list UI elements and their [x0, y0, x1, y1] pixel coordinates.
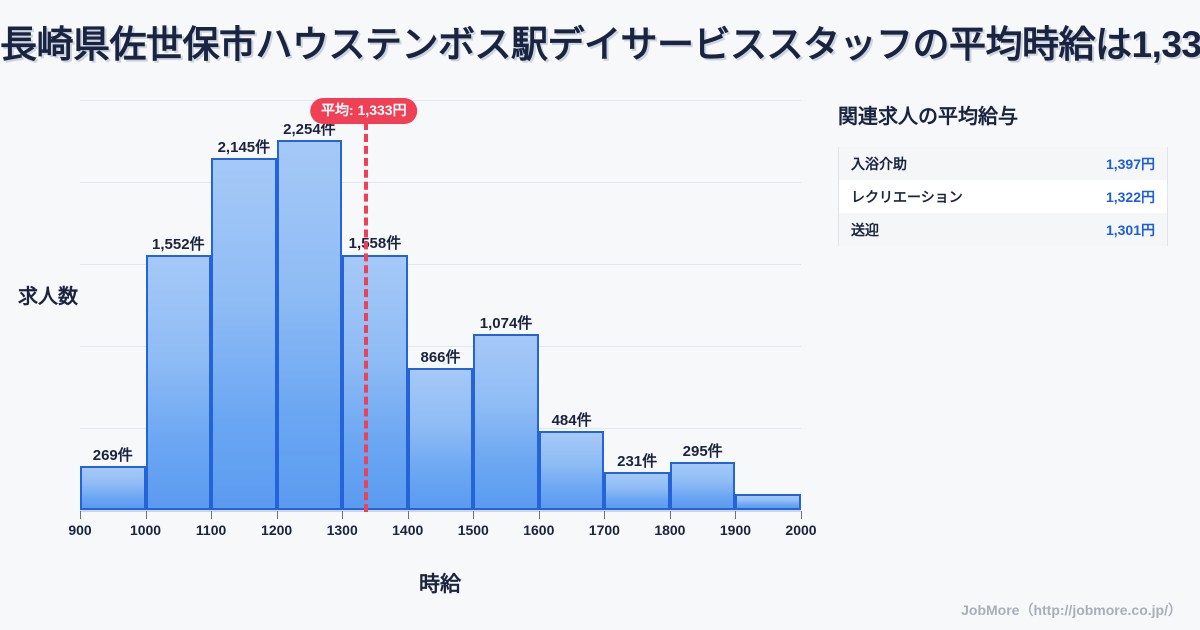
x-tick-mark — [342, 511, 344, 519]
x-tick-mark — [735, 511, 737, 519]
job-name-cell: レクリエーション — [838, 180, 1003, 213]
related-jobs-table: 入浴介助 1,397円 レクリエーション 1,322円 送迎 1,301円 — [838, 147, 1168, 246]
bar-value-label: 1,074件 — [479, 314, 533, 332]
x-tick-label: 2000 — [785, 522, 817, 538]
job-wage-cell: 1,301円 — [1003, 213, 1168, 246]
bar-value-label: 2,254件 — [283, 121, 336, 139]
x-tick-mark — [669, 511, 671, 519]
x-tick-label: 1900 — [719, 522, 752, 538]
x-tick-mark — [473, 511, 475, 519]
bar-value-label: 231件 — [617, 453, 658, 471]
job-wage-cell: 1,322円 — [1003, 180, 1168, 213]
job-name-cell: 入浴介助 — [838, 147, 1003, 180]
x-tick-label: 1600 — [523, 522, 555, 538]
x-tick-label: 900 — [68, 522, 92, 538]
x-tick-mark — [145, 511, 147, 519]
related-jobs-title: 関連求人の平均給与 — [838, 106, 1018, 128]
x-axis-line — [80, 510, 801, 512]
histogram-bar — [145, 255, 212, 510]
x-tick-label: 1200 — [261, 522, 293, 538]
bar-value-label: 866件 — [420, 348, 461, 366]
histogram-bar — [669, 461, 736, 510]
x-tick-mark — [604, 511, 606, 519]
histogram-bar — [80, 465, 146, 510]
x-tick-label: 1500 — [457, 522, 489, 538]
x-tick-mark — [407, 511, 409, 519]
histogram-chart: 269件 1,552件 2,145件 2,254件 1,558件 866件 1,074件 48… — [0, 90, 830, 610]
bar-value-label: 484件 — [551, 411, 592, 429]
x-tick-mark — [801, 511, 802, 519]
histogram-bar — [407, 367, 474, 510]
histogram-bar — [735, 494, 801, 510]
bar-value-label: 1,552件 — [152, 236, 205, 254]
histogram-bar — [276, 140, 343, 510]
x-tick-mark — [276, 511, 278, 519]
x-tick-label: 1400 — [392, 522, 424, 538]
page-title: 長崎県佐世保市ハウステンボス駅デイサービススタッフの平均時給は1,333円 — [0, 24, 1200, 65]
histogram-bar — [473, 333, 539, 510]
table-row: 送迎 1,301円 — [838, 213, 1168, 246]
average-badge: 平均: 1,333円 — [310, 98, 418, 124]
histogram-bar — [604, 472, 670, 510]
histogram-bar — [342, 254, 408, 510]
bar-value-label: 295件 — [682, 442, 723, 460]
histogram-bar — [538, 430, 605, 510]
x-axis-title: 時給 — [419, 573, 461, 596]
x-tick-label: 1800 — [654, 522, 686, 538]
x-tick-mark — [538, 511, 540, 519]
gridline — [80, 100, 801, 101]
table-row: レクリエーション 1,322円 — [838, 180, 1168, 213]
bar-value-label: 269件 — [92, 446, 133, 464]
histogram-bar — [211, 158, 277, 510]
x-tick-label: 1300 — [326, 522, 358, 538]
x-tick-label: 1000 — [129, 522, 162, 538]
x-tick-mark — [80, 511, 81, 519]
table-row: 入浴介助 1,397円 — [838, 147, 1168, 180]
gridline — [80, 182, 801, 183]
gridline — [80, 264, 801, 265]
x-tick-label: 1100 — [195, 522, 227, 538]
job-name-cell: 送迎 — [838, 213, 1003, 246]
footer-attribution: JobMore（http://jobmore.co.jp/） — [961, 602, 1182, 618]
bar-value-label: 1,558件 — [348, 235, 402, 253]
gridline — [80, 346, 801, 347]
bar-value-label: 2,145件 — [217, 139, 271, 157]
y-axis-title: 求人数 — [18, 286, 78, 308]
x-tick-mark — [211, 511, 213, 519]
related-jobs-panel: 関連求人の平均給与 入浴介助 1,397円 レクリエーション 1,322円 送迎 1,30… — [838, 100, 1178, 246]
average-line — [363, 122, 368, 512]
job-wage-cell: 1,397円 — [1003, 147, 1168, 180]
x-tick-label: 1700 — [588, 522, 620, 538]
